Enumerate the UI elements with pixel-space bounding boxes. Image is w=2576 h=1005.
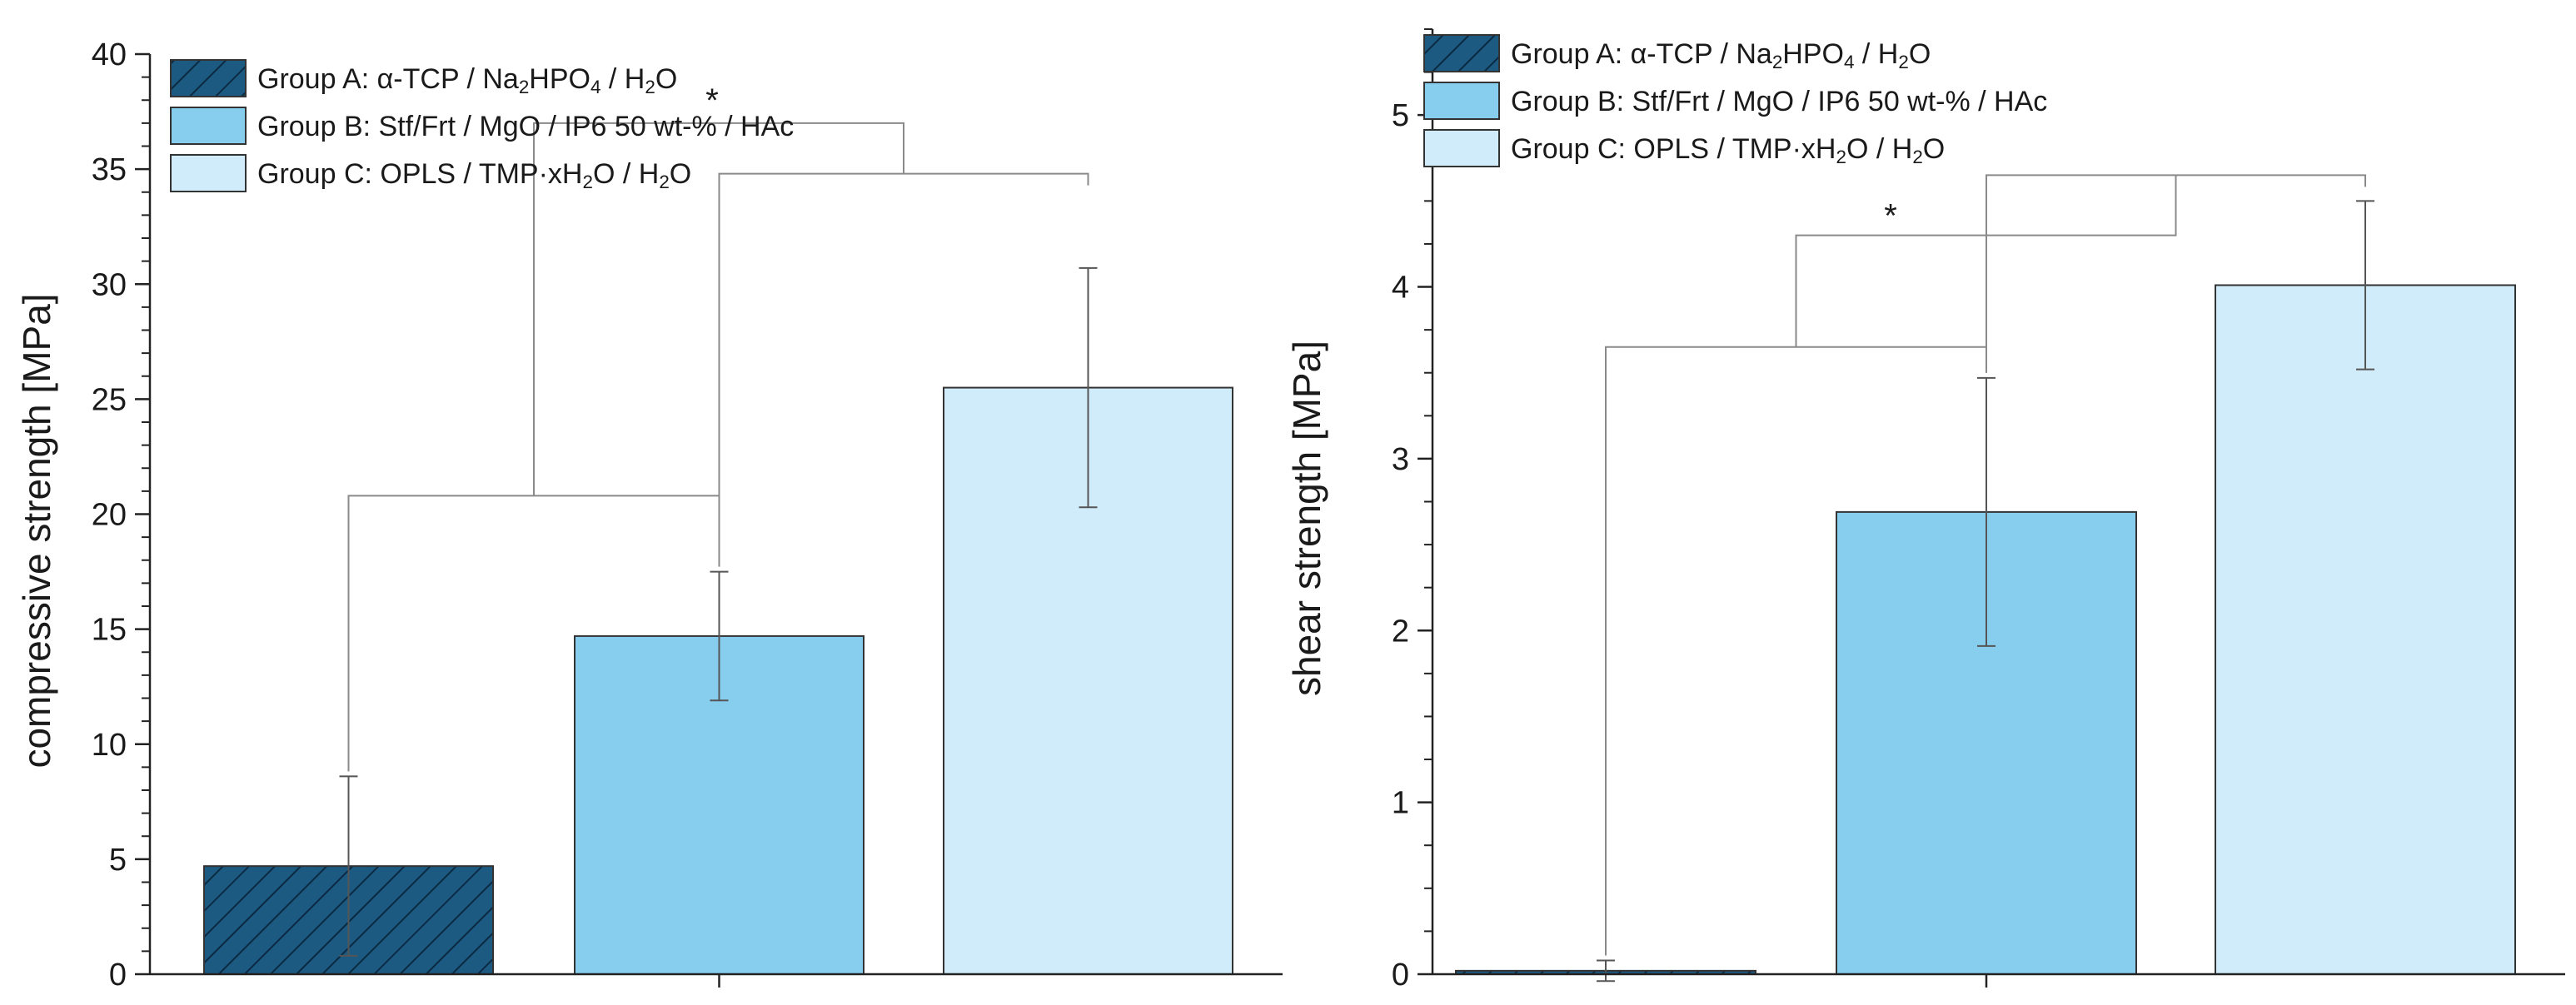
legend-label: Group C: OPLS / TMP·xH2O / H2O — [257, 158, 691, 192]
y-tick-label: 35 — [92, 152, 127, 187]
legend-swatch — [1423, 34, 1500, 72]
y-tick-label: 10 — [92, 728, 127, 763]
significance-star: * — [705, 82, 719, 119]
legend-text: HPO — [1782, 38, 1844, 70]
legend-swatch — [170, 59, 247, 97]
legend-text: O — [655, 63, 677, 95]
y-tick-label: 0 — [1392, 958, 1409, 993]
legend-text: OPLS / TMP·xH — [380, 158, 582, 190]
legend-subscript: 2 — [519, 77, 529, 97]
y-tick-label: 15 — [92, 613, 127, 648]
errorbar-group-c — [1079, 266, 1098, 509]
y-tick-label: 25 — [92, 382, 127, 417]
significance-bracket-outer — [533, 122, 904, 496]
y-tick-label: 5 — [109, 843, 127, 878]
y-tick-label: 1 — [1392, 786, 1409, 821]
significance-star: * — [1884, 197, 1897, 234]
legend-swatch — [1423, 129, 1500, 167]
errorbar-group-b — [710, 570, 729, 702]
legend-label: Group A: α-TCP / Na2HPO4 / H2O — [1511, 38, 1931, 72]
y-tick-label: 30 — [92, 267, 127, 302]
errorbar-group-a — [1597, 959, 1615, 983]
legend-text: O — [1909, 38, 1931, 70]
errorbar-group-a — [339, 775, 358, 957]
legend-group: Group A: — [1511, 38, 1631, 70]
legend-subscript: 2 — [645, 77, 655, 97]
legend-subscript: 2 — [1898, 52, 1908, 72]
y-tick-label: 0 — [109, 958, 127, 993]
legend-label: Group C: OPLS / TMP·xH2O / H2O — [1511, 133, 1945, 167]
y-tick-label: 40 — [92, 37, 127, 72]
legend-subscript: 2 — [582, 172, 592, 192]
bracket-line — [533, 122, 904, 496]
legend-text: Stf/Frt / MgO / IP6 50 wt-% / HAc — [1632, 86, 2048, 117]
legend-group: Group B: — [257, 111, 379, 142]
legend-text: α-TCP / Na — [377, 63, 519, 95]
legend-swatch — [170, 154, 247, 192]
y-tick-label: 20 — [92, 498, 127, 533]
y-tick-label: 2 — [1392, 614, 1409, 649]
legend-text: / H — [600, 63, 645, 95]
legend-subscript: 2 — [1912, 147, 1922, 167]
y-tick-label: 5 — [1392, 98, 1409, 133]
y-axis-label: shear strength [MPa] — [1285, 341, 1328, 696]
legend-subscript: 4 — [590, 77, 600, 97]
shear-strength-chart: * 0 1 2 3 4 5 shear strength [MPa] Group A: α-TC… — [1285, 28, 2565, 993]
significance-bracket-outer — [1795, 175, 2177, 347]
errorbar-group-c — [2356, 200, 2374, 371]
legend-group: Group B: — [1511, 86, 1632, 117]
legend-subscript: 2 — [1772, 52, 1782, 72]
legend-swatch — [170, 107, 247, 145]
legend-text: O / H — [1846, 133, 1912, 165]
legend-subscript: 4 — [1844, 52, 1854, 72]
legend-label: Group B: Stf/Frt / MgO / IP6 50 wt-% / H… — [257, 111, 794, 142]
legend-text: / H — [1854, 38, 1898, 70]
legend-text: Stf/Frt / MgO / IP6 50 wt-% / HAc — [379, 111, 795, 142]
legend-swatch — [1423, 82, 1500, 120]
legend-label: Group A: α-TCP / Na2HPO4 / H2O — [257, 63, 677, 97]
compressive-strength-chart: * 0 5 10 15 20 25 30 35 40 compressive strength [M… — [15, 37, 1283, 993]
y-axis-label: compressive strength [MPa] — [15, 293, 58, 768]
bracket-line — [1795, 175, 2177, 347]
legend-text: α-TCP / Na — [1631, 38, 1772, 70]
legend-text: O / H — [593, 158, 659, 190]
legend-text: OPLS / TMP·xH — [1633, 133, 1836, 165]
legend-text: HPO — [529, 63, 590, 95]
errorbar-group-b — [1977, 376, 1996, 647]
axes: 0 5 10 15 20 25 30 35 40 — [92, 37, 1283, 993]
legend-subscript: 2 — [659, 172, 669, 192]
bar-group-c — [2215, 284, 2516, 975]
legend-text: O — [1923, 133, 1945, 165]
legend-subscript: 2 — [1836, 147, 1846, 167]
y-tick-label: 4 — [1392, 271, 1409, 306]
legend-text: O — [670, 158, 691, 190]
legend-label: Group B: Stf/Frt / MgO / IP6 50 wt-% / H… — [1511, 86, 2047, 117]
y-tick-label: 3 — [1392, 442, 1409, 477]
legend-group: Group C: — [1511, 133, 1633, 165]
legend-group: Group C: — [257, 158, 380, 190]
legend-group: Group A: — [257, 63, 377, 95]
